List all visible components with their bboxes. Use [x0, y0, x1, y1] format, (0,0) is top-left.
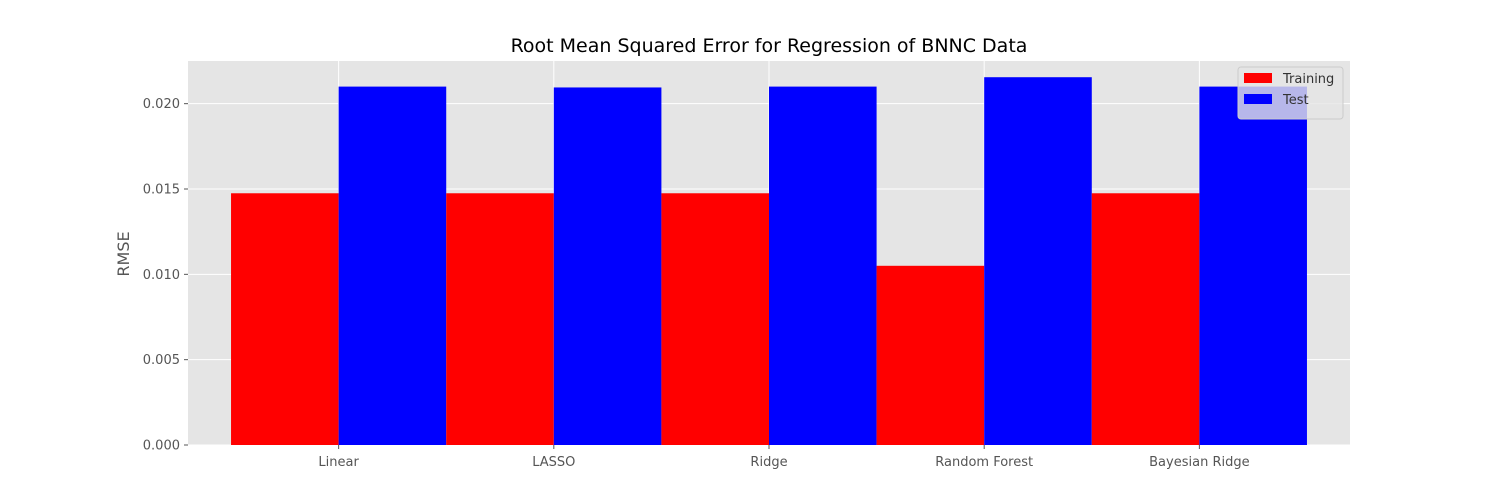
bar-training [446, 193, 554, 445]
legend-label-training: Training [1282, 72, 1334, 87]
chart-title: Root Mean Squared Error for Regression o… [511, 35, 1028, 57]
y-tick-label: 0.000 [143, 439, 180, 454]
legend-swatch-test [1244, 94, 1272, 104]
bars [231, 77, 1307, 446]
y-tick-label: 0.005 [143, 353, 180, 368]
bar-test [1199, 86, 1307, 445]
bar-test [984, 77, 1092, 446]
legend-swatch-training [1244, 73, 1272, 83]
y-tick-label: 0.015 [143, 183, 180, 198]
bar-test [338, 86, 447, 445]
x-axis: Linear LASSO Ridge Random Forest Bayesian Ri… [318, 445, 1250, 470]
y-axis: 0.000 0.005 0.010 0.015 0.020 [143, 97, 188, 454]
bar-training [231, 193, 339, 445]
x-tick-label: Random Forest [935, 455, 1033, 470]
bar-test [769, 86, 877, 445]
legend: Training Test [1237, 66, 1344, 120]
bar-training [876, 265, 985, 445]
bar-training [661, 193, 769, 445]
x-tick-label: Bayesian Ridge [1149, 455, 1249, 470]
x-tick-label: Ridge [750, 455, 787, 470]
x-tick-label: Linear [318, 455, 359, 470]
bar-training [1091, 193, 1200, 445]
bar-test [553, 87, 662, 445]
x-tick-label: LASSO [532, 455, 575, 470]
y-axis-label: RMSE [114, 231, 133, 276]
y-tick-label: 0.010 [143, 268, 180, 283]
y-tick-label: 0.020 [143, 97, 180, 112]
legend-label-test: Test [1282, 93, 1309, 108]
